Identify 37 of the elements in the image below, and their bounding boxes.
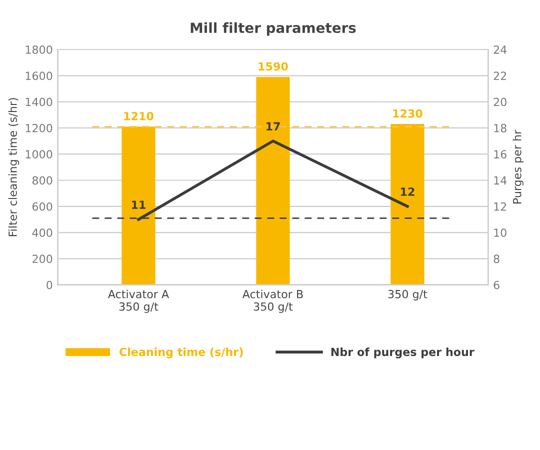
bar (390, 124, 424, 285)
y-tick-label: 1600 (26, 72, 52, 80)
x-tick-label: 350 g/t (388, 290, 428, 300)
y2-tick-label: 24 (494, 45, 507, 54)
y-tick-label: 1000 (26, 150, 52, 158)
y2-tick-label: 12 (494, 202, 506, 211)
y-tick-label: 1800 (26, 45, 52, 54)
data-label: 1230 (393, 109, 422, 118)
legend-label: Nbr of purges per hour (331, 348, 474, 358)
y2-tick-label: 6 (494, 280, 500, 290)
data-label: 12 (400, 188, 414, 196)
y2-tick-label: 16 (494, 150, 506, 158)
chart-title: Mill filter parameters (190, 22, 356, 36)
y-tick-label: 1200 (26, 124, 52, 132)
x-tick-label: Activator B 350 g/t (242, 290, 303, 313)
y-tick-label: 600 (32, 202, 52, 211)
y2-axis-title: Purges per hr (512, 130, 524, 204)
data-label: 1210 (124, 112, 154, 120)
y-tick-label: 200 (32, 254, 52, 264)
y2-tick-label: 20 (494, 98, 506, 106)
bar (256, 76, 290, 285)
data-label: 1590 (258, 62, 288, 71)
x-tick-label: Activator A 350 g/t (108, 290, 169, 313)
y-tick-label: 0 (46, 280, 52, 290)
y2-tick-label: 18 (494, 124, 506, 132)
legend-label: Cleaning time (s/hr) (119, 348, 243, 358)
y2-tick-label: 14 (494, 176, 507, 184)
y2-tick-label: 22 (494, 72, 506, 80)
data-label: 17 (266, 122, 280, 130)
bar (122, 126, 156, 285)
y-tick-label: 800 (32, 176, 52, 185)
y2-tick-label: 10 (494, 228, 506, 237)
data-label: 11 (132, 200, 146, 209)
y-axis-title: Filter cleaning time (s/hr) (8, 98, 20, 236)
y-tick-label: 400 (32, 228, 52, 237)
y2-tick-label: 8 (494, 254, 500, 264)
y-tick-label: 1400 (26, 98, 52, 106)
